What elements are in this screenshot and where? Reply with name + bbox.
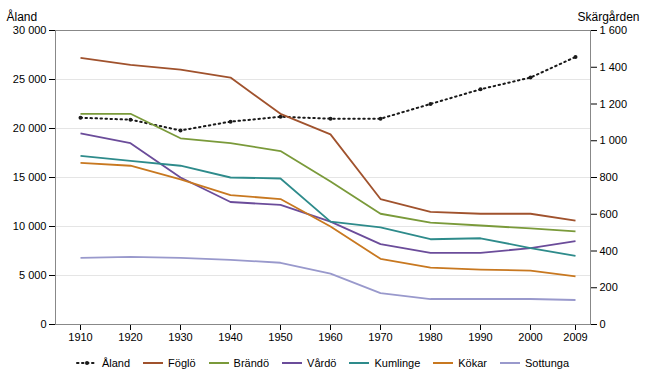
- svg-text:1 600: 1 600: [600, 24, 628, 36]
- html-text:Vårdö: Vårdö: [307, 357, 337, 369]
- svg-text:Skärgården: Skärgården: [577, 10, 639, 24]
- svg-text:2009: 2009: [563, 331, 587, 343]
- svg-text:10 000: 10 000: [13, 220, 47, 232]
- svg-text:15 000: 15 000: [13, 171, 47, 183]
- svg-text:1990: 1990: [468, 331, 492, 343]
- svg-text:1 400: 1 400: [600, 61, 628, 73]
- html-text:Kumlinge: Kumlinge: [374, 357, 421, 369]
- html-text:Kökar: Kökar: [458, 357, 487, 369]
- svg-text:0: 0: [600, 318, 606, 330]
- svg-text:25 000: 25 000: [13, 73, 47, 85]
- svg-text:Åland: Åland: [7, 9, 38, 24]
- svg-text:1940: 1940: [218, 331, 242, 343]
- svg-text:1930: 1930: [168, 331, 192, 343]
- svg-text:1980: 1980: [418, 331, 442, 343]
- svg-text:0: 0: [40, 318, 46, 330]
- svg-text:30 000: 30 000: [13, 24, 47, 36]
- svg-text:800: 800: [600, 171, 618, 183]
- svg-text:5 000: 5 000: [19, 269, 47, 281]
- svg-text:1920: 1920: [118, 331, 142, 343]
- svg-text:600: 600: [600, 208, 618, 220]
- svg-text:1970: 1970: [368, 331, 392, 343]
- html-text:Sottunga: Sottunga: [525, 357, 570, 369]
- svg-text:1 200: 1 200: [600, 98, 628, 110]
- svg-text:400: 400: [600, 245, 618, 257]
- svg-text:1960: 1960: [318, 331, 342, 343]
- html-text:Brändö: Brändö: [233, 357, 270, 369]
- svg-text:1 000: 1 000: [600, 134, 628, 146]
- svg-text:1910: 1910: [68, 331, 92, 343]
- html-text:Åland: Åland: [101, 357, 130, 369]
- html-text:Föglö: Föglö: [168, 357, 196, 369]
- svg-text:1950: 1950: [268, 331, 292, 343]
- svg-text:20 000: 20 000: [13, 122, 47, 134]
- svg-text:2000: 2000: [518, 331, 542, 343]
- svg-text:200: 200: [600, 281, 618, 293]
